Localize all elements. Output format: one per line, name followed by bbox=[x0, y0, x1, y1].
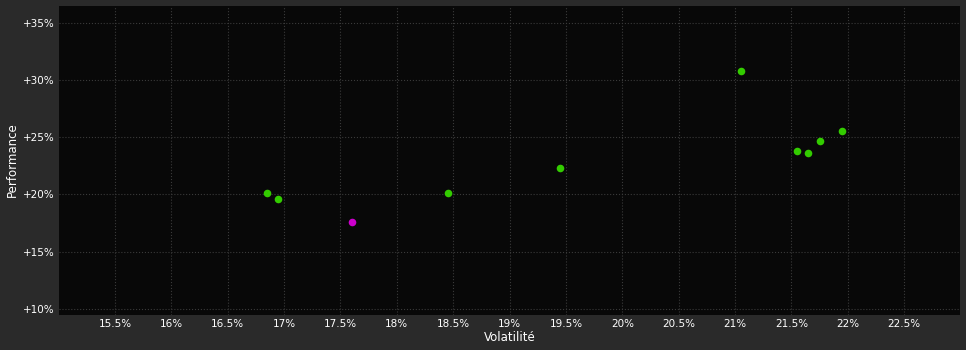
X-axis label: Volatilité: Volatilité bbox=[484, 331, 535, 344]
Point bbox=[789, 148, 805, 154]
Point bbox=[811, 138, 827, 144]
Point bbox=[553, 165, 568, 171]
Point bbox=[270, 196, 286, 202]
Point bbox=[801, 150, 816, 156]
Point bbox=[733, 68, 749, 74]
Point bbox=[835, 128, 850, 134]
Y-axis label: Performance: Performance bbox=[6, 122, 18, 197]
Point bbox=[344, 219, 359, 225]
Point bbox=[260, 190, 275, 196]
Point bbox=[440, 190, 455, 196]
